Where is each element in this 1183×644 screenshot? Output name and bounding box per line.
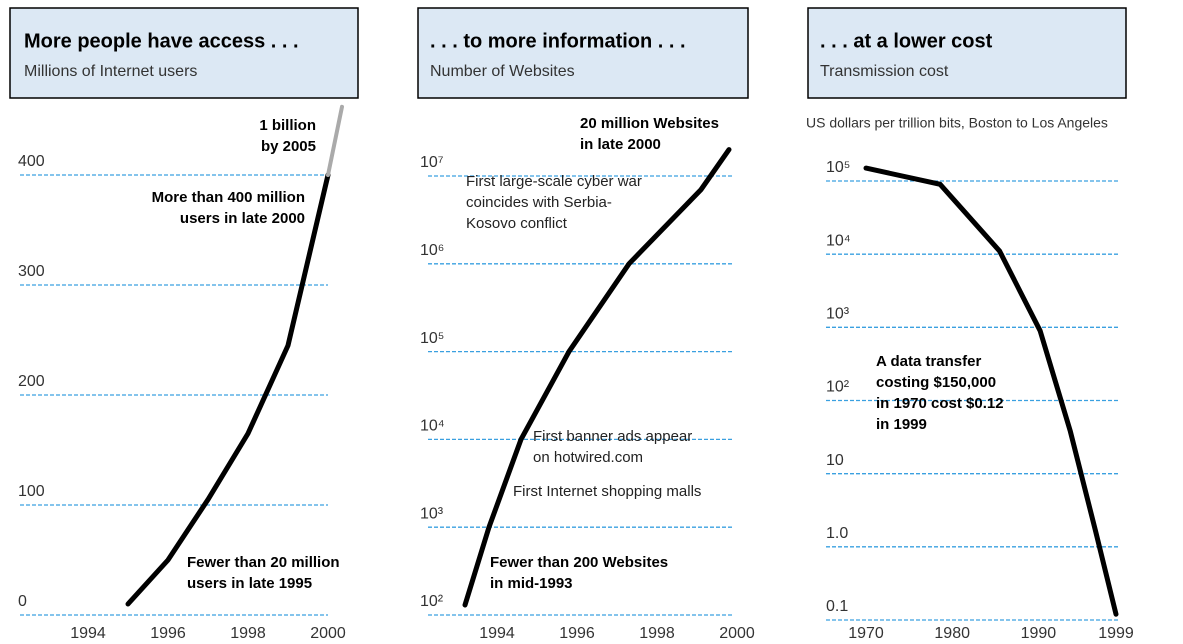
annotation: in late 2000 [580,136,661,153]
y-tick-label: 300 [18,263,45,280]
annotation: First banner ads appear [533,428,692,445]
y-tick-label: 10³ [420,505,444,522]
chart-subtitle: Number of Websites [430,63,575,80]
header-box [9,7,359,99]
y-tick-label: 10⁴ [826,232,851,249]
y-tick-label: 10² [420,593,444,610]
y-tick-label: 200 [18,373,45,390]
annotation: in 1970 cost $0.12 [876,395,1004,412]
x-tick-label: 1980 [934,625,970,642]
annotation: More than 400 million [152,189,305,206]
x-tick-label: 1994 [70,625,106,642]
annotation: Fewer than 20 million [187,554,340,571]
x-tick-label: 2000 [310,625,346,642]
x-tick-label: 1996 [559,625,595,642]
data-line [326,104,344,177]
y-tick-label: 10 [826,452,844,469]
annotation: in 1999 [876,416,927,433]
annotation: 20 million Websites [580,115,719,132]
y-tick-label: 10⁷ [420,154,444,171]
y-tick-label: 0.1 [826,598,848,615]
annotation: Kosovo conflict [466,215,568,232]
header-box [417,7,749,99]
annotation: users in late 2000 [180,210,305,227]
x-tick-label: 1996 [150,625,186,642]
annotation: costing $150,000 [876,374,996,391]
header-box [807,7,1127,99]
x-tick-label: 1999 [1098,625,1134,642]
y-tick-label: 400 [18,153,45,170]
y-tick-label: 10⁵ [826,159,850,176]
data-line [125,172,331,607]
annotation: First Internet shopping malls [513,483,701,500]
x-tick-label: 1990 [1021,625,1057,642]
data-line [863,165,1119,617]
annotation: users in late 1995 [187,575,312,592]
chart-subtitle: Transmission cost [820,63,949,80]
annotation: in mid-1993 [490,575,573,592]
annotation: by 2005 [261,138,316,155]
x-tick-label: 1998 [230,625,266,642]
x-tick-label: 2000 [719,625,755,642]
annotation: coincides with Serbia- [466,194,612,211]
x-tick-label: 1994 [479,625,515,642]
annotation: First large-scale cyber war [466,173,642,190]
y-tick-label: 10² [826,379,850,396]
y-tick-label: 1.0 [826,525,848,542]
x-tick-label: 1970 [848,625,884,642]
chart-subtitle: Millions of Internet users [24,63,197,80]
y-tick-label: 10³ [826,306,850,323]
annotation: on hotwired.com [533,449,643,466]
y-tick-label: 10⁶ [420,242,444,259]
y-tick-label: 10⁴ [420,418,445,435]
y-tick-label: 10⁵ [420,330,444,347]
x-tick-label: 1998 [639,625,675,642]
chart-title: . . . at a lower cost [820,30,993,52]
annotation: A data transfer [876,353,981,370]
chart-title: . . . to more information . . . [430,30,686,52]
y-axis-label: US dollars per trillion bits, Boston to … [806,115,1108,131]
y-tick-label: 100 [18,483,45,500]
annotation: 1 billion [259,117,316,134]
chart-title: More people have access . . . [24,30,299,52]
annotation: Fewer than 200 Websites [490,554,668,571]
y-tick-label: 0 [18,593,27,610]
data-line [462,147,732,608]
